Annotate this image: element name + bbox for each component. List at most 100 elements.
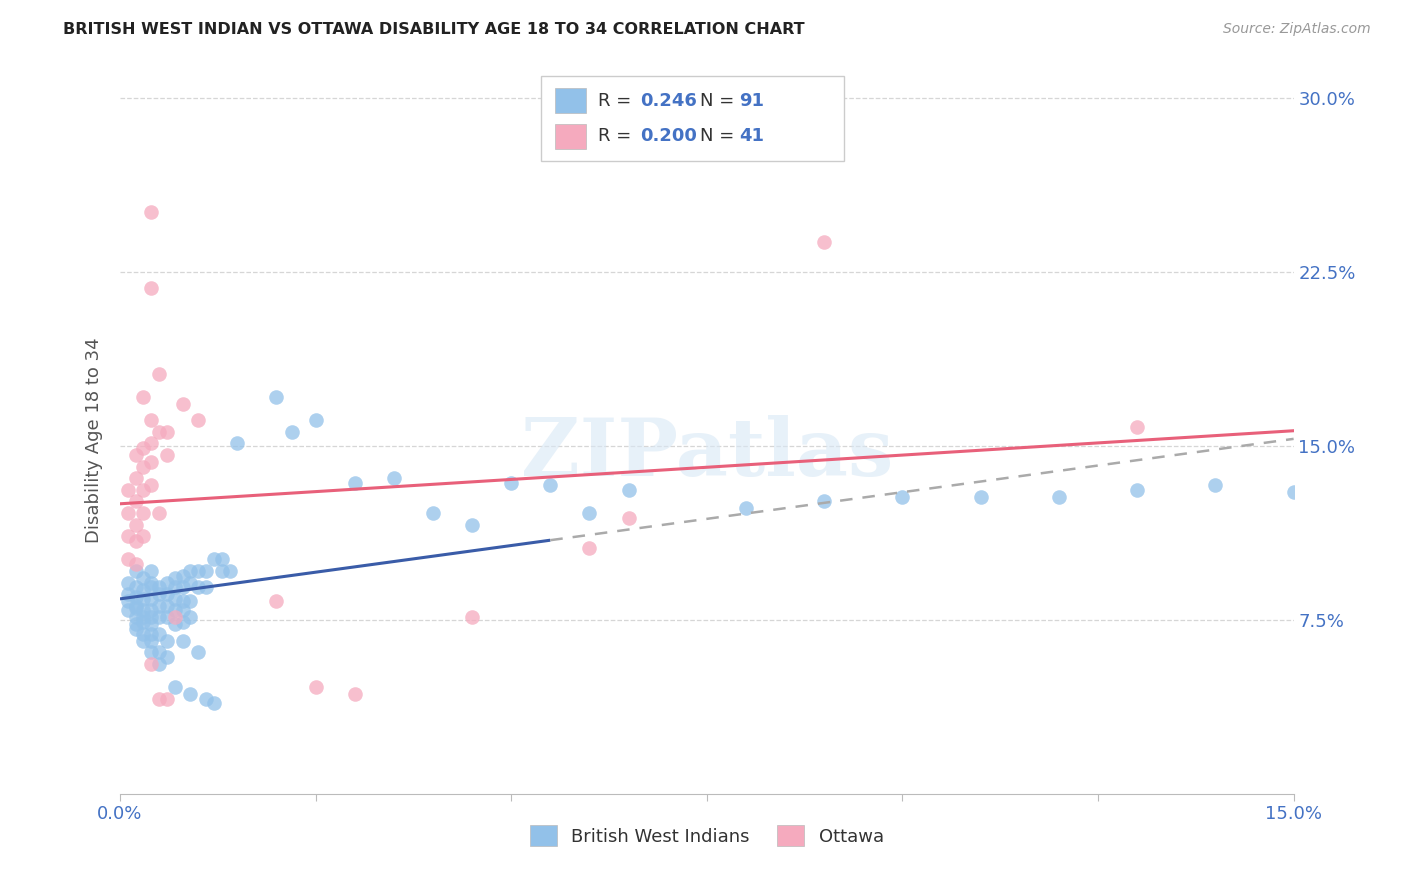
Point: [141, 633, 163, 648]
Point: [156, 649, 179, 664]
Point: [172, 594, 194, 608]
Point: [124, 617, 146, 632]
Point: [124, 517, 146, 532]
Text: N =: N =: [700, 128, 740, 145]
Point: [813, 494, 835, 508]
Point: [226, 436, 249, 450]
Point: [124, 599, 146, 613]
Point: [148, 610, 170, 624]
Point: [132, 603, 155, 617]
Point: [132, 441, 155, 455]
Point: [343, 687, 366, 701]
Point: [969, 490, 991, 504]
Point: [187, 580, 209, 594]
Point: [156, 691, 179, 706]
Point: [735, 501, 758, 516]
Point: [538, 478, 561, 492]
Point: [141, 617, 163, 632]
Point: [124, 590, 146, 604]
Text: R =: R =: [598, 128, 637, 145]
Point: [172, 580, 194, 594]
Point: [141, 591, 163, 606]
Point: [124, 448, 146, 462]
Text: N =: N =: [700, 92, 740, 110]
Point: [202, 696, 225, 710]
Point: [172, 397, 194, 411]
Point: [156, 448, 179, 462]
Point: [304, 680, 326, 694]
Point: [195, 564, 218, 578]
Point: [132, 615, 155, 629]
Point: [141, 436, 163, 450]
Point: [132, 610, 155, 624]
Point: [132, 633, 155, 648]
Point: [124, 610, 146, 624]
Point: [179, 575, 201, 590]
Point: [211, 564, 233, 578]
Point: [141, 580, 163, 594]
Point: [132, 582, 155, 597]
Point: [132, 626, 155, 640]
Point: [141, 281, 163, 295]
Point: [501, 475, 523, 490]
Point: [343, 475, 366, 490]
Point: [891, 490, 914, 504]
Point: [187, 645, 209, 659]
Point: [117, 552, 139, 566]
Point: [211, 552, 233, 566]
Point: [148, 367, 170, 381]
Point: [141, 204, 163, 219]
Point: [617, 510, 640, 524]
Point: [461, 517, 484, 532]
Point: [141, 657, 163, 671]
Point: [132, 506, 155, 520]
Point: [148, 626, 170, 640]
Point: [172, 633, 194, 648]
Point: [124, 580, 146, 594]
Point: [132, 529, 155, 543]
Point: [1126, 420, 1149, 434]
Point: [172, 615, 194, 629]
Point: [132, 571, 155, 585]
Point: [141, 413, 163, 427]
Point: [163, 680, 186, 694]
Point: [382, 471, 405, 485]
Point: [813, 235, 835, 249]
Point: [304, 413, 326, 427]
Text: BRITISH WEST INDIAN VS OTTAWA DISABILITY AGE 18 TO 34 CORRELATION CHART: BRITISH WEST INDIAN VS OTTAWA DISABILITY…: [63, 22, 804, 37]
Point: [124, 494, 146, 508]
Point: [1126, 483, 1149, 497]
Point: [163, 571, 186, 585]
Point: [578, 506, 600, 520]
Point: [179, 564, 201, 578]
Point: [195, 580, 218, 594]
Point: [1204, 478, 1226, 492]
Text: 91: 91: [740, 92, 765, 110]
Point: [266, 390, 288, 404]
Point: [117, 483, 139, 497]
Y-axis label: Disability Age 18 to 34: Disability Age 18 to 34: [86, 337, 103, 543]
Point: [195, 691, 218, 706]
Point: [117, 587, 139, 601]
Point: [179, 687, 201, 701]
Point: [163, 591, 186, 606]
Text: 41: 41: [740, 128, 765, 145]
Point: [141, 455, 163, 469]
Text: 0.246: 0.246: [640, 92, 696, 110]
Point: [132, 483, 155, 497]
Point: [187, 413, 209, 427]
Point: [148, 425, 170, 439]
Point: [124, 564, 146, 578]
Point: [156, 633, 179, 648]
Point: [124, 601, 146, 615]
Point: [281, 425, 304, 439]
Point: [218, 564, 240, 578]
Point: [617, 483, 640, 497]
Point: [156, 599, 179, 613]
Text: Source: ZipAtlas.com: Source: ZipAtlas.com: [1223, 22, 1371, 37]
Point: [148, 657, 170, 671]
Point: [124, 622, 146, 636]
Point: [163, 603, 186, 617]
Point: [141, 610, 163, 624]
Point: [117, 575, 139, 590]
